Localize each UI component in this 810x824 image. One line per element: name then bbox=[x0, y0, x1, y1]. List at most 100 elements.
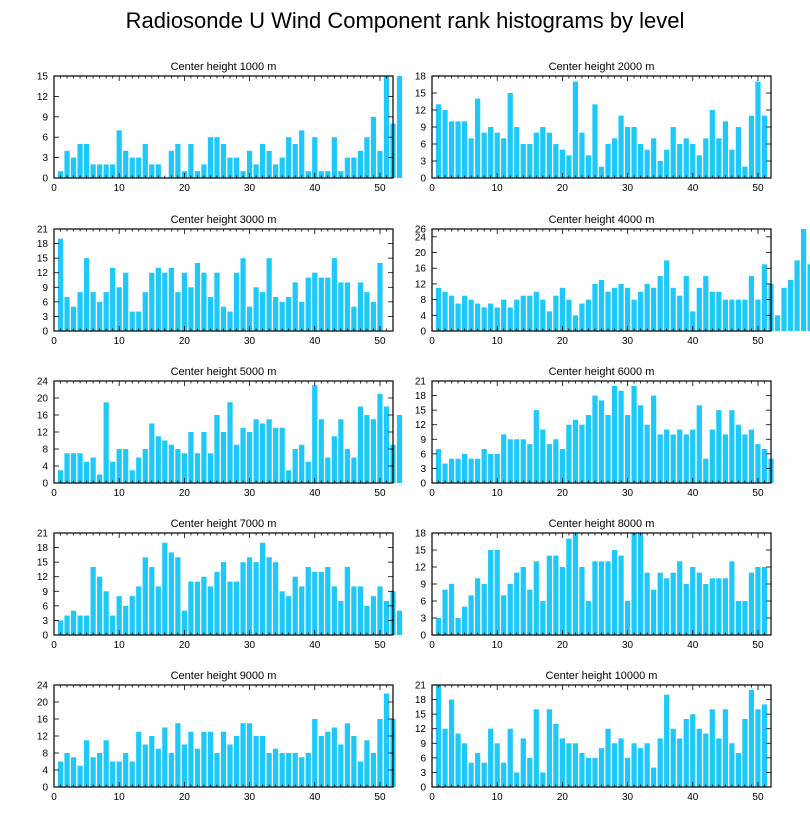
histogram-bar bbox=[585, 155, 592, 178]
histogram-bar bbox=[325, 171, 331, 178]
histogram-bar bbox=[618, 115, 624, 178]
histogram-bar bbox=[240, 171, 246, 178]
histogram-bar bbox=[227, 744, 233, 787]
panel-title: Center height 1000 m bbox=[171, 61, 277, 73]
histogram-bar bbox=[227, 311, 233, 331]
histogram-bar bbox=[461, 121, 468, 178]
y-tick-label: 0 bbox=[42, 174, 48, 185]
histogram-bar bbox=[618, 738, 624, 787]
histogram-bar bbox=[325, 277, 331, 331]
histogram-bar bbox=[448, 699, 455, 787]
histogram-bar bbox=[207, 453, 214, 483]
histogram-bar bbox=[651, 287, 657, 331]
y-tick-label: 0 bbox=[420, 479, 426, 490]
histogram-bar bbox=[494, 743, 500, 787]
y-tick-label: 0 bbox=[420, 631, 426, 642]
histogram-bar bbox=[624, 415, 631, 483]
histogram-bar bbox=[677, 561, 683, 635]
histogram-bar bbox=[116, 130, 122, 178]
x-tick-label: 10 bbox=[492, 488, 504, 499]
histogram-bar bbox=[351, 457, 357, 483]
histogram-bar bbox=[370, 753, 377, 787]
histogram-bar bbox=[246, 557, 253, 635]
histogram-bar bbox=[220, 306, 227, 331]
histogram-bar bbox=[533, 291, 539, 331]
histogram-panel: 0 10 20 30 40 50 0 4 8 12 16 20 24 Center height 5000… bbox=[37, 366, 403, 499]
histogram-bar bbox=[383, 601, 390, 635]
histogram-bar bbox=[579, 424, 585, 483]
histogram-bar bbox=[83, 740, 90, 787]
histogram-bar bbox=[611, 550, 618, 635]
histogram-bar bbox=[709, 709, 715, 787]
y-tick-label: 8 bbox=[420, 295, 426, 306]
y-tick-label: 20 bbox=[37, 394, 49, 405]
histogram-bar bbox=[566, 424, 572, 483]
histogram-bar bbox=[292, 753, 298, 787]
histogram-panel: 0 10 20 30 40 50 0 3 6 9 12 15 18 21 Center height 100… bbox=[415, 670, 772, 803]
histogram-bar bbox=[64, 615, 70, 635]
histogram-bar bbox=[611, 385, 618, 483]
histogram-bar bbox=[448, 458, 455, 483]
histogram-bar bbox=[246, 306, 253, 331]
x-tick-label: 0 bbox=[429, 792, 435, 803]
x-tick-label: 50 bbox=[752, 792, 764, 803]
histogram-bar bbox=[233, 157, 240, 178]
y-tick-label: 8 bbox=[42, 749, 48, 760]
x-tick-label: 50 bbox=[374, 640, 386, 651]
histogram-bar bbox=[670, 728, 676, 787]
x-tick-label: 20 bbox=[557, 792, 569, 803]
y-tick-label: 15 bbox=[37, 254, 49, 265]
x-tick-label: 20 bbox=[179, 488, 191, 499]
histogram-bar bbox=[546, 444, 552, 483]
histogram-bar bbox=[97, 474, 103, 483]
histogram-bar bbox=[396, 76, 403, 178]
histogram-bar bbox=[233, 736, 240, 787]
histogram-bar bbox=[592, 104, 598, 178]
histogram-bar bbox=[748, 115, 755, 178]
histogram-bar bbox=[703, 138, 709, 178]
histogram-bar bbox=[624, 601, 631, 635]
histogram-bar bbox=[748, 429, 755, 483]
y-tick-label: 6 bbox=[420, 140, 426, 151]
histogram-panel: 0 10 20 30 40 50 0 3 6 9 12 15 18 21 Center height 300… bbox=[37, 214, 394, 347]
histogram-bar bbox=[488, 728, 494, 787]
y-tick-label: 9 bbox=[420, 580, 426, 591]
y-tick-label: 9 bbox=[420, 435, 426, 446]
x-tick-label: 40 bbox=[687, 640, 699, 651]
histogram-bar bbox=[735, 127, 742, 178]
histogram-bar bbox=[194, 171, 201, 178]
x-tick-label: 10 bbox=[114, 488, 126, 499]
histogram-bar bbox=[344, 157, 350, 178]
histogram-bar bbox=[201, 576, 207, 635]
y-tick-label: 18 bbox=[37, 239, 49, 250]
x-tick-label: 30 bbox=[244, 488, 256, 499]
histogram-bar bbox=[227, 157, 233, 178]
histogram-bar bbox=[690, 714, 696, 787]
histogram-bar bbox=[64, 453, 70, 483]
histogram-bar bbox=[110, 461, 116, 483]
histogram-bar bbox=[383, 693, 390, 787]
histogram-bar bbox=[468, 595, 474, 635]
histogram-bar bbox=[110, 267, 116, 331]
histogram-bar bbox=[318, 171, 324, 178]
histogram-bar bbox=[246, 150, 253, 178]
histogram-bar bbox=[644, 283, 650, 331]
histogram-bar bbox=[377, 719, 383, 787]
histogram-bar bbox=[57, 620, 64, 635]
histogram-bar bbox=[448, 121, 455, 178]
histogram-bar bbox=[520, 295, 526, 331]
histogram-bar bbox=[605, 144, 611, 178]
histogram-bar bbox=[455, 303, 461, 331]
histogram-bar bbox=[364, 740, 370, 787]
y-tick-label: 9 bbox=[420, 739, 426, 750]
histogram-bar bbox=[175, 449, 181, 483]
histogram-bar bbox=[64, 753, 70, 787]
y-tick-label: 4 bbox=[42, 462, 48, 473]
x-tick-label: 0 bbox=[429, 336, 435, 347]
histogram-bar bbox=[357, 406, 364, 483]
histogram-bar bbox=[142, 144, 148, 178]
histogram-bar bbox=[253, 736, 259, 787]
y-tick-label: 24 bbox=[415, 232, 427, 243]
histogram-bar bbox=[468, 458, 474, 483]
histogram-bar bbox=[260, 542, 266, 635]
